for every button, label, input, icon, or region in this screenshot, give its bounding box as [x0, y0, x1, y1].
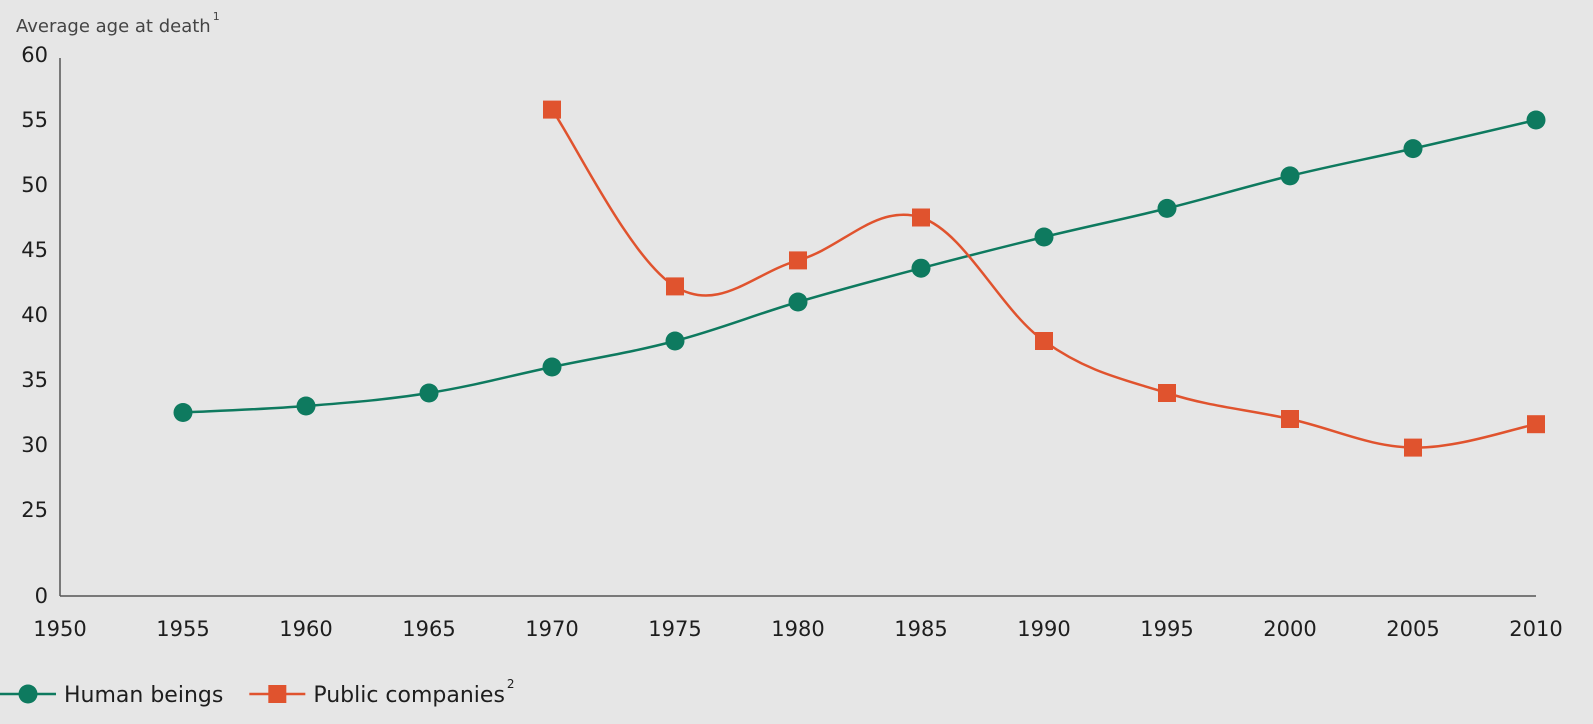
y-tick-label: 30: [21, 433, 48, 457]
human-beings-point: [1157, 198, 1177, 218]
public-companies-point: [1035, 332, 1053, 350]
public-companies-point: [1404, 438, 1422, 457]
x-tick-label: 1995: [1140, 617, 1193, 641]
x-tick-label: 1985: [894, 617, 947, 641]
x-tick-label: 1975: [648, 617, 701, 641]
public-companies-point: [543, 100, 561, 119]
legend-label-human-beings: Human beings: [64, 683, 223, 708]
human-beings-point: [665, 331, 685, 351]
public-companies-point: [789, 251, 807, 270]
plot-area: [173, 100, 1546, 457]
x-tick-label: 1970: [525, 617, 578, 641]
human-beings-point: [1034, 227, 1054, 247]
x-tick-label: 1980: [771, 617, 824, 641]
public-companies-point: [1527, 415, 1545, 434]
y-axis-title: Average age at death: [16, 16, 211, 37]
public-companies-point: [1158, 384, 1176, 402]
human-beings-point: [788, 292, 808, 312]
x-tick-label: 2005: [1386, 617, 1439, 641]
legend-label-public-companies: Public companies: [313, 683, 505, 708]
human-beings-point: [1403, 139, 1423, 159]
human-beings-point: [173, 403, 193, 422]
human-beings-point: [296, 396, 316, 416]
y-tick-label: 0: [35, 584, 48, 608]
public-companies-point: [1281, 410, 1299, 428]
y-tick-label: 40: [21, 303, 48, 327]
y-axis-title-footnote: 1: [213, 10, 220, 23]
x-tick-label: 1955: [156, 617, 209, 641]
human-beings-point: [419, 383, 439, 403]
y-tick-label: 25: [21, 498, 48, 522]
public-companies-point: [666, 277, 684, 296]
x-tick-label: 1990: [1017, 617, 1070, 641]
legend-marker-public-companies: [268, 685, 287, 703]
human-beings-point: [1526, 110, 1546, 130]
legend-marker-human-beings: [18, 684, 38, 704]
y-tick-label: 60: [21, 43, 48, 67]
series-line-public-companies: [550, 108, 1537, 449]
y-tick-label: 35: [21, 368, 48, 392]
x-tick-label: 2010: [1509, 617, 1562, 641]
y-tick-label: 45: [21, 238, 48, 262]
public-companies-point: [912, 208, 930, 227]
human-beings-point: [542, 357, 562, 377]
human-beings-point: [911, 258, 931, 278]
x-tick-label: 1950: [33, 617, 86, 641]
legend-label-footnote-public-companies: 2: [507, 677, 515, 691]
legend: Human beings Public companies 2: [0, 677, 515, 708]
x-tick-label: 2000: [1263, 617, 1316, 641]
human-beings-point: [1280, 166, 1300, 186]
x-tick-label: 1965: [402, 617, 455, 641]
x-tick-label: 1960: [279, 617, 332, 641]
y-tick-label: 50: [21, 173, 48, 197]
axis-ticks: 1950 1955 1960 1965 1970 1975 1980 1985 1990 1995…: [21, 43, 1562, 641]
y-tick-label: 55: [21, 108, 48, 132]
series-line-human-beings: [182, 118, 1537, 414]
